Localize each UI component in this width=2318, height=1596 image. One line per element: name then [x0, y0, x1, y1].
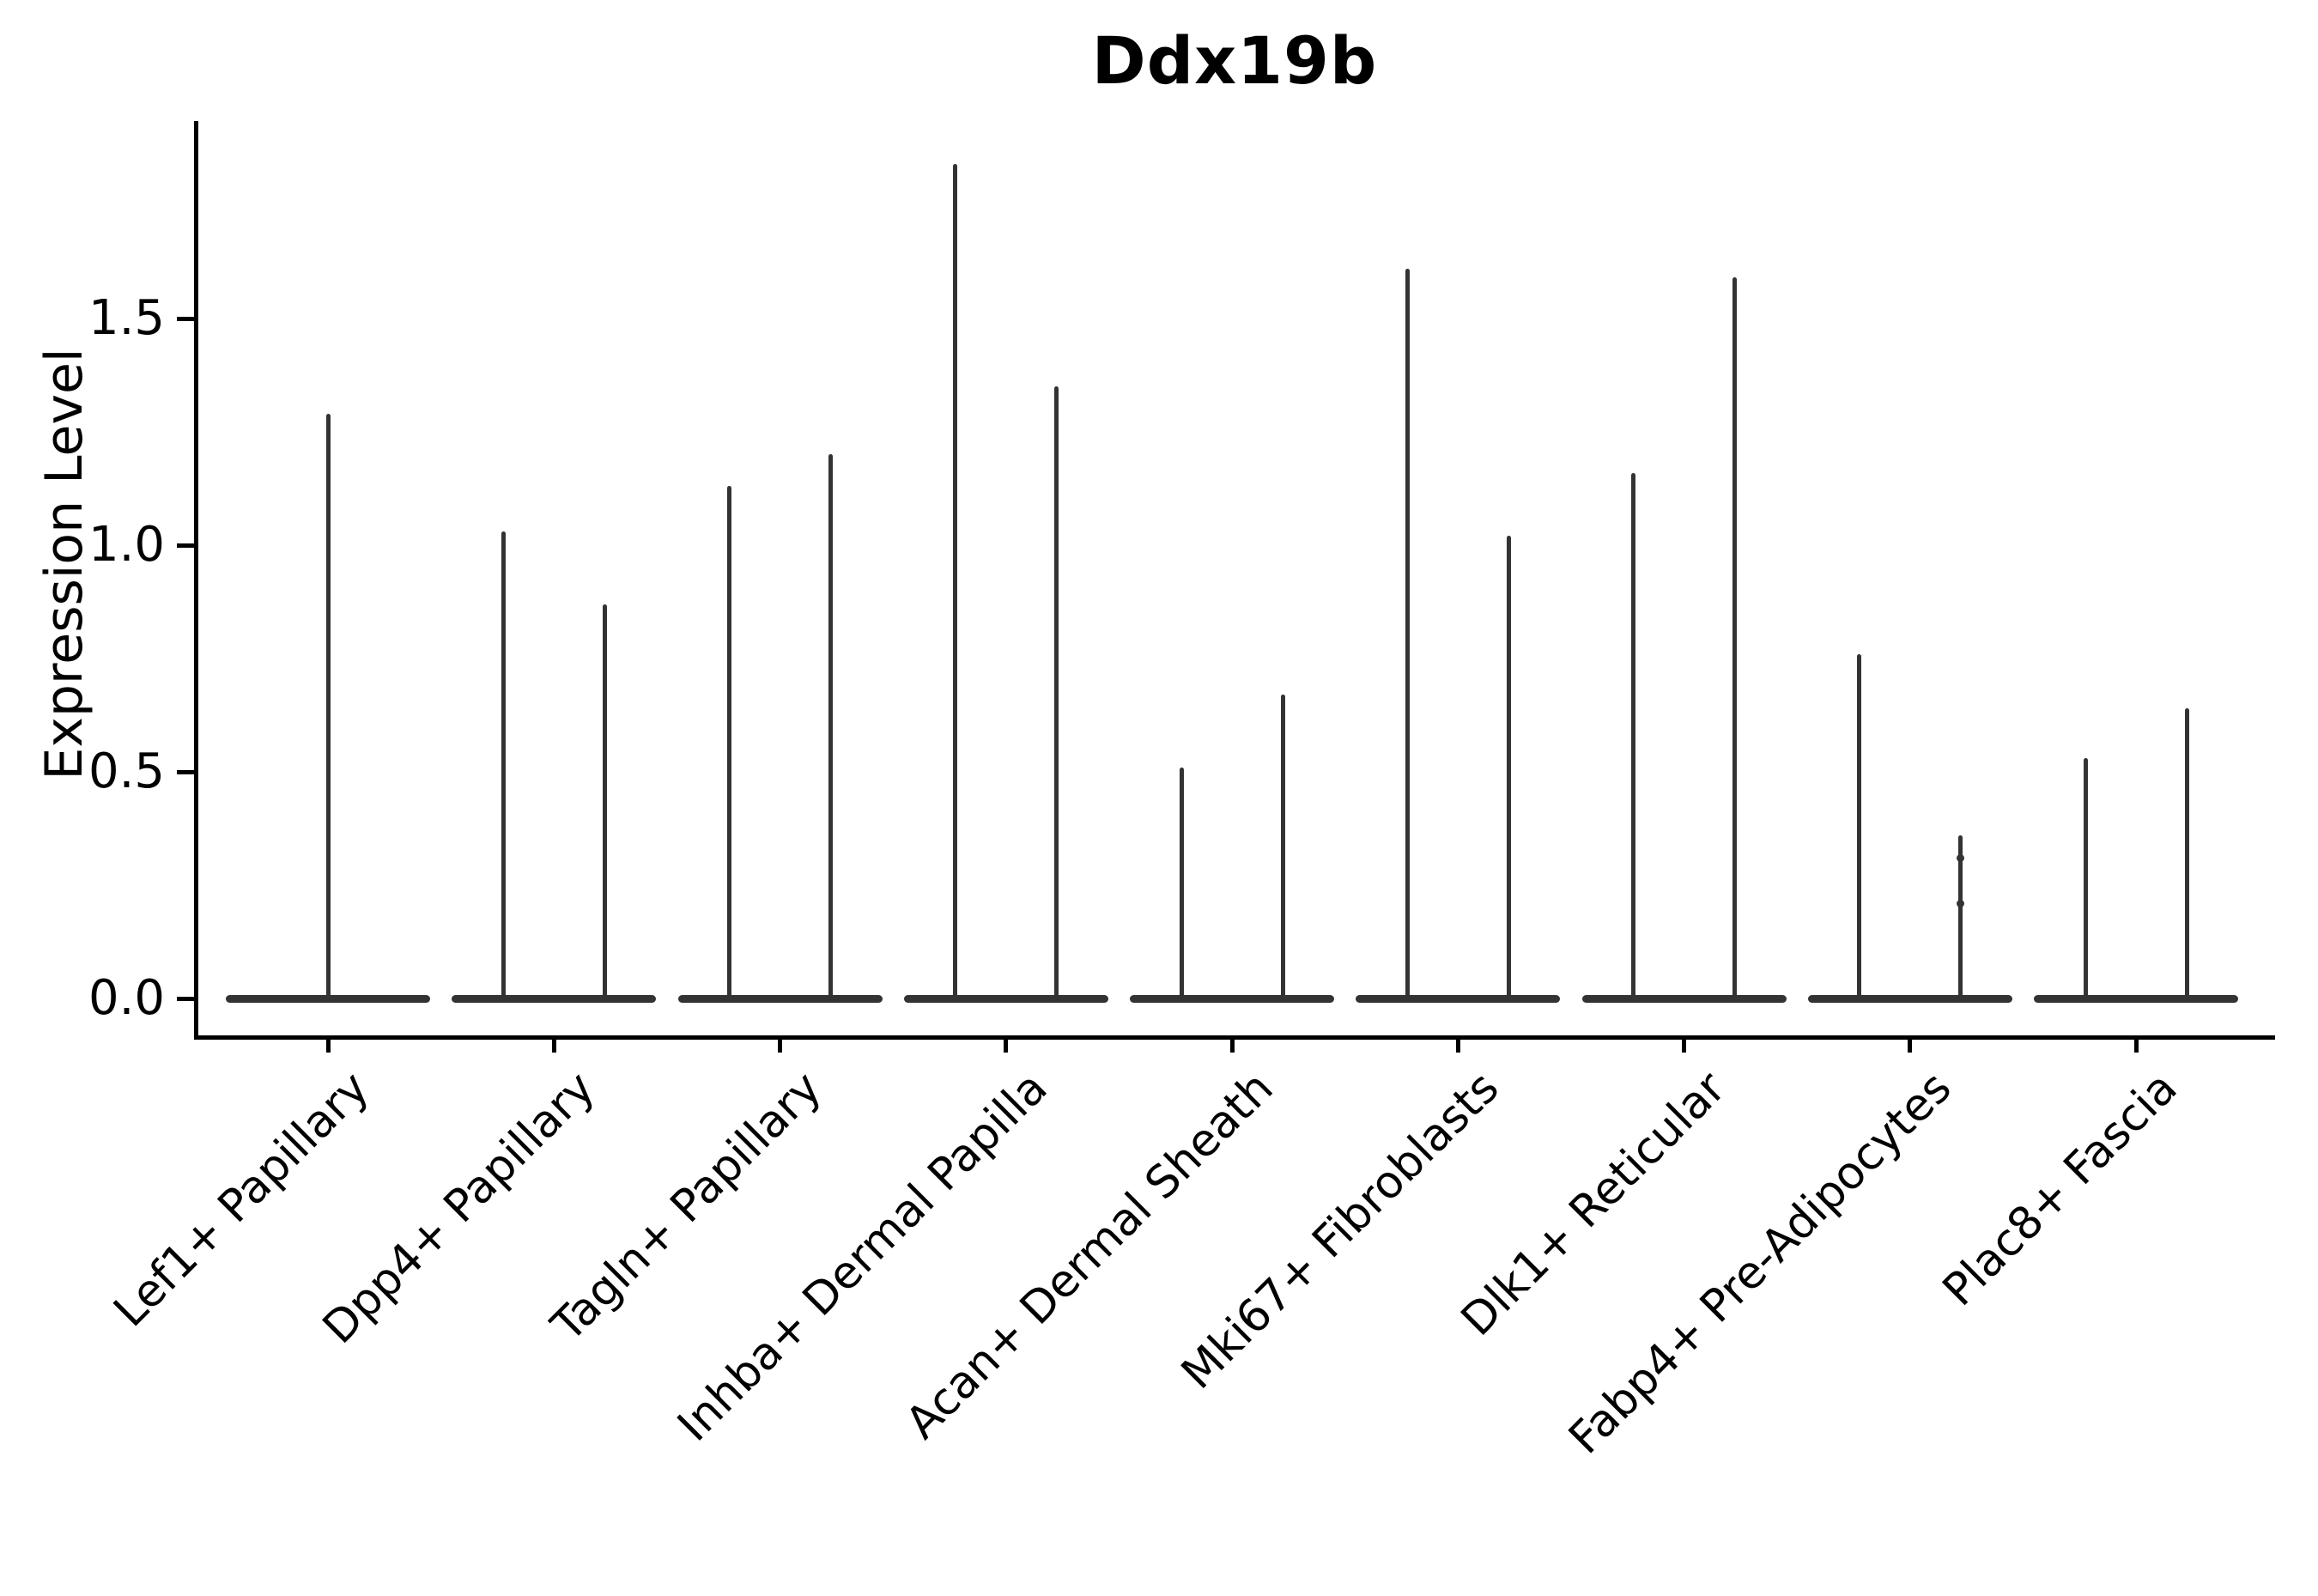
- x-tick-label: Inhba+ Dermal Papilla: [667, 1062, 1058, 1452]
- y-tick-label: 0.5: [88, 743, 165, 799]
- y-tick-mark: [177, 996, 194, 1001]
- violin-spike: [1631, 472, 1635, 998]
- violin-density-marker: [1957, 899, 1965, 907]
- violin-spike: [602, 604, 607, 998]
- violin-spike: [501, 531, 506, 998]
- violin-density-marker: [1957, 853, 1965, 862]
- x-tick-label: Fabp4+ Pre-Adipocytes: [1559, 1062, 1962, 1465]
- x-tick-mark: [1229, 1040, 1235, 1053]
- plot-area: [194, 121, 2275, 1040]
- violin-spike: [1732, 277, 1737, 998]
- violin-base-bar: [1130, 994, 1334, 1003]
- x-tick-mark: [325, 1040, 331, 1053]
- violin-spike: [2083, 758, 2088, 998]
- violin-spike: [325, 413, 331, 998]
- violin-base-bar: [1356, 994, 1561, 1003]
- violin-spike: [953, 164, 958, 998]
- x-tick-label: Acan+ Dermal Sheath: [895, 1062, 1283, 1449]
- violin-plot-figure: Ddx19b Expression Level 0.0 0.5 1.0 1.5 Lef…: [34, 22, 2275, 1465]
- x-tick-mark: [1455, 1040, 1460, 1053]
- violin-spike: [1958, 834, 1963, 998]
- y-tick-label: 0.0: [88, 970, 165, 1026]
- violin-spike: [1179, 767, 1184, 998]
- chart-title: Ddx19b: [1091, 22, 1378, 99]
- y-tick-mark: [177, 543, 194, 548]
- violin-spike: [1054, 386, 1059, 998]
- x-tick-label: Dlk1+ Reticular: [1451, 1062, 1736, 1346]
- x-tick-mark: [551, 1040, 556, 1053]
- violin-spike: [727, 486, 731, 998]
- y-tick-mark: [177, 769, 194, 774]
- violin-base-bar: [2034, 994, 2238, 1003]
- x-tick-mark: [2133, 1040, 2139, 1053]
- violin-base-bar: [677, 994, 883, 1003]
- y-tick-mark: [177, 316, 194, 321]
- violin-spike: [1857, 653, 1862, 998]
- y-tick-label: 1.5: [88, 290, 165, 346]
- violin-base-bar: [903, 994, 1108, 1003]
- violin-base-bar: [1807, 994, 2012, 1003]
- x-tick-label: Mki67+ Fibroblasts: [1172, 1062, 1509, 1399]
- x-tick-label: Tagln+ Papillary: [541, 1062, 832, 1352]
- violin-spike: [1405, 268, 1410, 998]
- x-tick-label: Plac8+ Fascia: [1933, 1062, 2188, 1317]
- violin-base-bar: [226, 994, 430, 1003]
- violin-base-bar: [452, 994, 657, 1003]
- x-tick-mark: [1682, 1040, 1686, 1053]
- violin-spike: [1280, 695, 1285, 998]
- x-tick-mark: [1908, 1040, 1913, 1053]
- violin-spike: [828, 454, 833, 998]
- x-tick-mark: [1004, 1040, 1009, 1053]
- x-tick-label: Dpp4+ Papillary: [313, 1062, 605, 1354]
- violin-spike: [1506, 536, 1511, 998]
- violin-spike: [2184, 708, 2189, 998]
- x-tick-mark: [778, 1040, 782, 1053]
- y-tick-label: 1.0: [88, 517, 165, 573]
- violin-base-bar: [1581, 994, 1787, 1003]
